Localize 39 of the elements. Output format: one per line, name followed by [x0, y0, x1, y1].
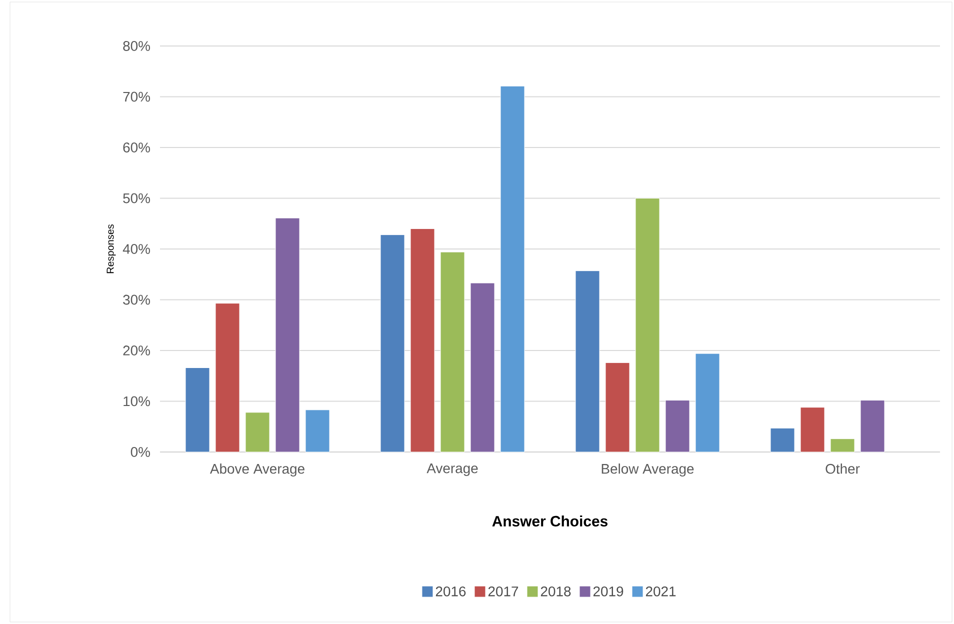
bar — [185, 368, 210, 452]
y-tick-label: 80% — [123, 41, 150, 51]
bar — [575, 270, 600, 452]
y-tick-label: 30% — [123, 294, 150, 305]
x-tick-label: Below Average — [602, 464, 694, 477]
legend-label: 2018 — [540, 586, 571, 596]
bar — [665, 400, 690, 452]
bar — [500, 86, 525, 452]
bar — [410, 228, 435, 452]
y-tick-label: 60% — [123, 142, 150, 152]
bar — [440, 252, 465, 452]
x-tick-label: Average — [426, 464, 478, 476]
legend-label: 2017 — [488, 586, 518, 596]
legend-label: 2019 — [593, 586, 624, 596]
bar — [695, 353, 720, 452]
x-tick-label: Above Average — [210, 464, 304, 477]
y-tick-label: 50% — [123, 193, 150, 204]
bar — [470, 282, 495, 452]
bar — [605, 362, 630, 452]
y-tick-label: 70% — [123, 92, 150, 102]
y-tick-label: 40% — [122, 244, 150, 254]
bar — [305, 410, 330, 452]
bar — [245, 412, 270, 452]
legend-label: 2021 — [646, 586, 676, 596]
bar — [380, 234, 405, 452]
bar — [830, 438, 855, 452]
bar — [635, 198, 660, 452]
y-tick-label: 10% — [124, 396, 150, 406]
bar — [275, 218, 300, 452]
bar — [800, 407, 825, 452]
y-tick-label: 20% — [123, 346, 150, 356]
bar — [860, 400, 885, 452]
y-tick-label: 0% — [130, 447, 150, 457]
legend-label: 2016 — [436, 586, 466, 596]
bar — [770, 428, 795, 452]
x-axis-title: Answer Choices — [492, 516, 608, 526]
bar — [215, 303, 240, 452]
x-tick-label: Other — [826, 464, 860, 474]
y-axis-title: Responses — [106, 224, 116, 274]
